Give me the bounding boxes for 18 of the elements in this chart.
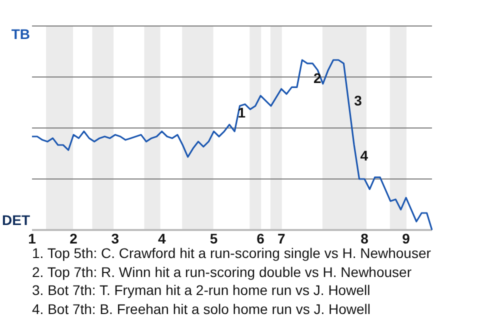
text: 2. Top 7th: R. Winn hit a run-scoring double vs H. Newhouser xyxy=(32,262,412,281)
x-tick-label: 6 xyxy=(256,230,265,246)
text: TB xyxy=(11,26,30,42)
x-tick-label: 3 xyxy=(111,230,120,246)
x-tick-label: 8 xyxy=(360,230,369,246)
x-tick-label: 4 xyxy=(158,230,166,246)
text: DET xyxy=(2,212,30,228)
x-tick-label: 7 xyxy=(277,230,286,246)
annotation: 4 xyxy=(360,147,368,164)
x-tick-label: 5 xyxy=(210,230,218,246)
x-tick-label: 1 xyxy=(28,230,36,246)
text: 4. Bot 7th: B. Freehan hit a solo home run vs J. Howell xyxy=(32,300,372,318)
text: 1. Top 5th: C. Crawford hit a run-scoring single vs H. Newhouser xyxy=(32,244,431,262)
x-tick-label: 2 xyxy=(70,230,78,246)
annotation: 3 xyxy=(354,92,362,108)
annotation: 1 xyxy=(238,104,246,121)
x-tick-label: 9 xyxy=(402,230,410,246)
text: 3. Bot 7th: T. Fryman hit a 2-run home run vs J. Howell xyxy=(32,281,372,300)
